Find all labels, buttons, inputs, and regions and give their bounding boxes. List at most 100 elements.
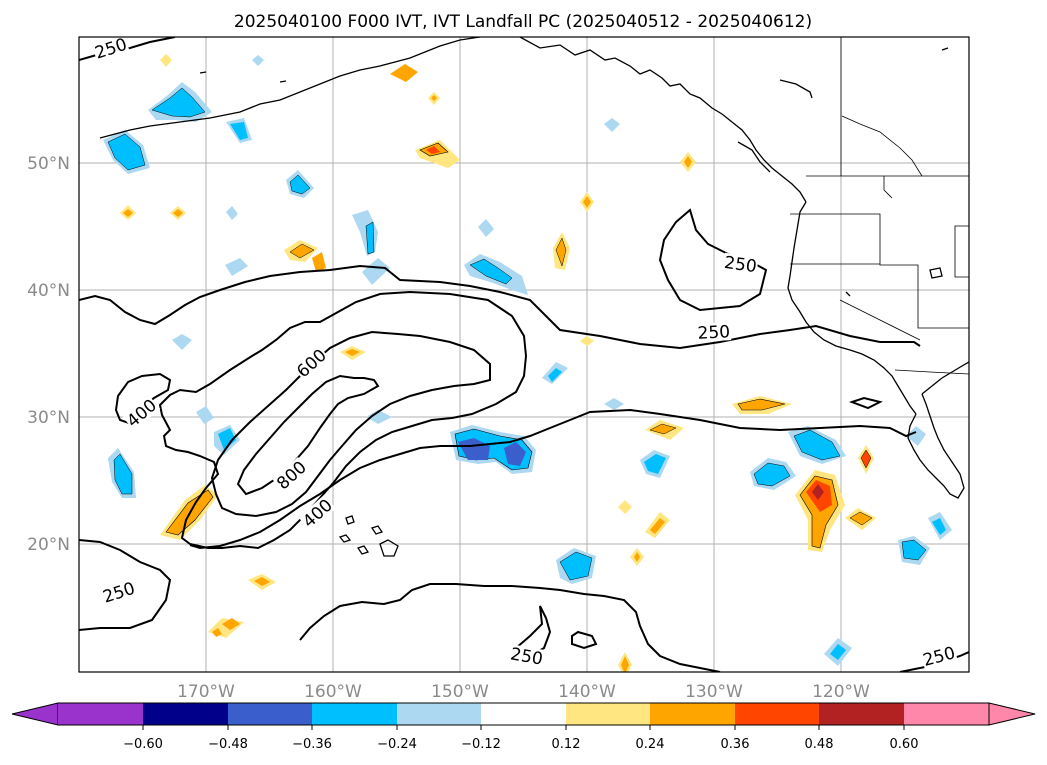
contour-400	[158, 290, 528, 550]
contour-label: 250	[93, 35, 130, 64]
colorbar-segment	[58, 703, 143, 725]
longitude-labels: 170°W 160°W 150°W 140°W 130°W 120°W	[177, 682, 870, 702]
negative-anomaly-patches	[103, 55, 952, 666]
colorbar-tick-label: −0.12	[461, 737, 501, 752]
lat-label: 20°N	[27, 535, 70, 555]
colorbar-tick-label: 0.48	[805, 737, 834, 752]
contour-250-sw	[79, 539, 172, 631]
positive-patch	[160, 54, 172, 67]
colorbar-tick-label: −0.60	[123, 737, 163, 752]
colorbar-segment	[566, 703, 650, 725]
contour-label: 250	[921, 643, 958, 671]
positive-patch	[345, 349, 360, 356]
negative-patch	[225, 258, 248, 276]
contour-250-lobe	[658, 208, 768, 312]
positive-patch	[555, 237, 567, 267]
positive-patch	[812, 484, 824, 500]
colorbar: −0.60 −0.48 −0.36 −0.24 −0.12 0.12 0.24 …	[11, 702, 1036, 752]
negative-patch	[932, 518, 946, 535]
positive-patch	[173, 209, 183, 217]
political-borders	[790, 37, 969, 375]
colorbar-tick-label: 0.36	[721, 737, 750, 752]
lon-label: 140°W	[558, 682, 616, 702]
positive-anomaly-patches	[120, 54, 876, 672]
lon-label: 170°W	[177, 682, 235, 702]
negative-patch	[218, 428, 236, 450]
colorbar-segment	[481, 703, 566, 725]
contour-250-nw	[79, 37, 176, 61]
negative-patch	[504, 442, 526, 466]
positive-patch	[426, 146, 440, 154]
positive-patch	[212, 628, 222, 637]
negative-patch	[830, 644, 846, 660]
colorbar-extend-high	[988, 702, 1036, 726]
colorbar-tick-label: 0.12	[552, 737, 581, 752]
lon-label: 120°W	[812, 682, 870, 702]
colorbar-extend-low	[11, 702, 59, 726]
map-title: 2025040100 F000 IVT, IVT Landfall PC (20…	[234, 12, 812, 32]
positive-patch	[860, 449, 872, 469]
positive-patch	[254, 577, 270, 586]
lat-label: 50°N	[27, 154, 70, 174]
contour-250-lower	[189, 408, 917, 550]
negative-patch	[230, 122, 248, 140]
negative-patch	[548, 368, 562, 382]
negative-patch	[753, 462, 791, 487]
lon-label: 150°W	[431, 682, 489, 702]
latitude-labels: 50°N 40°N 30°N 20°N	[27, 154, 70, 555]
contour-800	[236, 374, 380, 496]
colorbar-tick-labels: −0.60 −0.48 −0.36 −0.24 −0.12 0.12 0.24 …	[123, 737, 918, 752]
colorbar-segment	[904, 703, 989, 725]
negative-patch	[604, 398, 624, 410]
gridlines	[79, 37, 969, 672]
contour-label: 250	[697, 322, 730, 344]
negative-patch	[196, 406, 214, 424]
contour-600	[210, 330, 491, 518]
contour-small	[849, 396, 883, 410]
colorbar-tick-label: −0.24	[377, 737, 417, 752]
contour-250-outer	[79, 264, 921, 350]
positive-patch	[222, 618, 240, 630]
colorbar-segment	[735, 703, 819, 725]
colorbar-segment	[143, 703, 228, 725]
positive-patch	[634, 552, 640, 562]
negative-patch	[644, 454, 666, 474]
coastlines	[99, 37, 969, 557]
positive-patch	[650, 518, 665, 534]
contour-label: 250	[723, 253, 758, 277]
negative-patch	[289, 174, 311, 195]
negative-patch	[252, 55, 264, 66]
colorbar-segment	[650, 703, 735, 725]
positive-patch	[849, 511, 873, 526]
positive-patch	[431, 95, 437, 101]
ivt-contours	[79, 37, 969, 672]
positive-patch	[649, 423, 677, 435]
map-frame	[78, 36, 970, 673]
negative-patch	[901, 539, 927, 561]
positive-patch	[618, 500, 632, 514]
colorbar-segment	[819, 703, 904, 725]
contour-250-s	[299, 583, 721, 672]
lon-label: 160°W	[304, 682, 362, 702]
positive-patch	[208, 618, 244, 638]
contour-label: 250	[509, 644, 544, 669]
negative-patch	[366, 410, 392, 424]
positive-patch	[621, 656, 629, 672]
positive-patch	[684, 156, 692, 168]
colorbar-tick-label: 0.24	[636, 737, 665, 752]
colorbar-tick-label: −0.36	[292, 737, 332, 752]
colorbar-segment	[228, 703, 312, 725]
negative-patch	[604, 118, 620, 132]
positive-patch	[737, 398, 786, 411]
negative-patch	[113, 453, 133, 495]
negative-patch	[365, 221, 375, 255]
positive-patch	[580, 336, 594, 346]
positive-patch	[312, 252, 326, 272]
contour-250-s2	[515, 605, 552, 657]
negative-patch	[906, 426, 926, 446]
negative-patch	[172, 334, 192, 350]
colorbar-segment	[312, 703, 397, 725]
colorbar-tick-label: 0.60	[890, 737, 919, 752]
negative-patch	[458, 438, 490, 460]
